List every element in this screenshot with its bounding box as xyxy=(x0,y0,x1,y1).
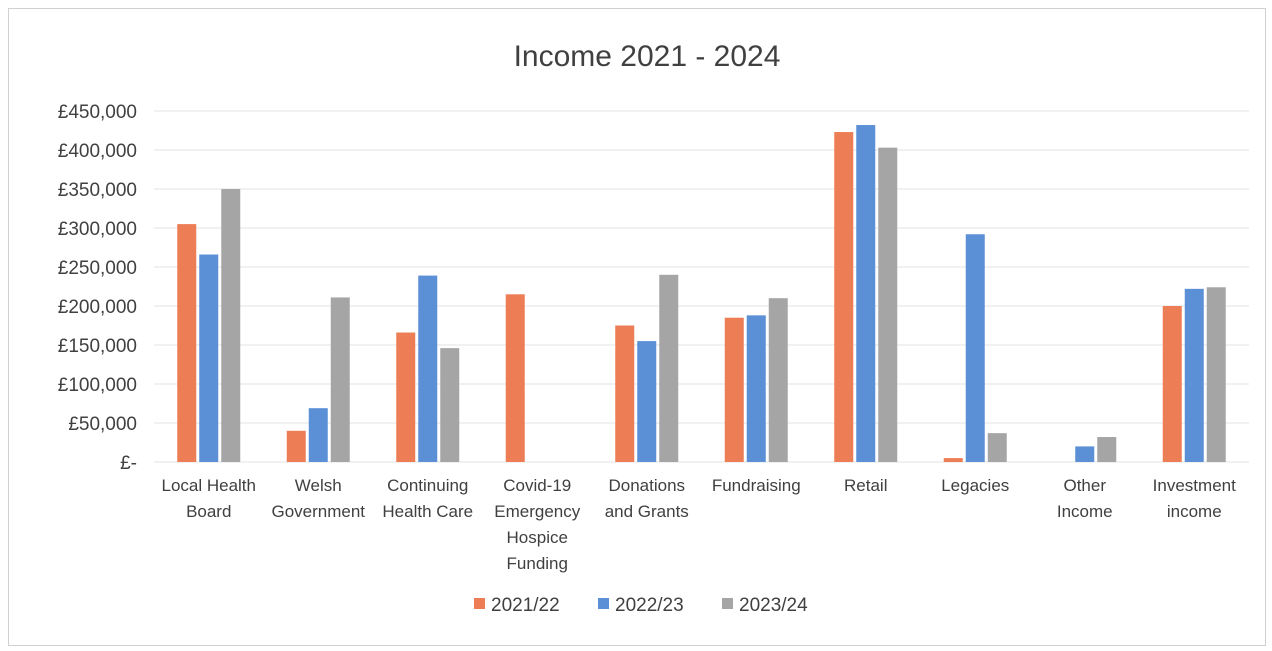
bar xyxy=(615,325,635,462)
bar xyxy=(987,433,1007,462)
y-tick-label: £50,000 xyxy=(68,414,137,435)
legend-label: 2022/23 xyxy=(615,595,684,616)
bars xyxy=(177,125,1226,462)
bar xyxy=(1097,437,1117,462)
x-category-label: Retail xyxy=(844,476,887,495)
bar xyxy=(440,348,460,462)
y-tick-label: £250,000 xyxy=(58,258,137,279)
bar xyxy=(221,189,241,462)
chart-frame: Income 2021 - 2024 £- £50,000 £100,000 £150… xyxy=(8,8,1266,646)
y-tick-label: £200,000 xyxy=(58,297,137,318)
x-category-label: Income xyxy=(1057,502,1113,521)
y-tick-label: £100,000 xyxy=(58,375,137,396)
x-category-label: and Grants xyxy=(605,502,689,521)
bar xyxy=(199,254,219,462)
legend-swatch xyxy=(722,598,733,609)
bar xyxy=(418,275,438,462)
chart-title: Income 2021 - 2024 xyxy=(514,40,781,73)
bar xyxy=(1184,288,1204,462)
bar xyxy=(396,332,416,462)
y-tick-label: £300,000 xyxy=(58,219,137,240)
bar xyxy=(943,458,963,462)
income-bar-chart: Income 2021 - 2024 £- £50,000 £100,000 £150… xyxy=(58,40,1249,616)
bar xyxy=(286,430,306,462)
x-category-label: Continuing xyxy=(387,476,468,495)
bar xyxy=(878,147,898,462)
bar xyxy=(965,234,985,462)
bar xyxy=(308,408,328,462)
x-category-label: Donations xyxy=(608,476,685,495)
legend-swatch xyxy=(474,598,485,609)
x-category-label: Emergency xyxy=(494,502,580,521)
legend-label: 2023/24 xyxy=(739,595,808,616)
bar xyxy=(724,317,744,462)
x-category-label: Welsh xyxy=(295,476,342,495)
legend-label: 2021/22 xyxy=(491,595,560,616)
bar xyxy=(330,297,350,462)
bar xyxy=(1162,306,1182,462)
y-tick-label: £350,000 xyxy=(58,180,137,201)
bar xyxy=(177,224,197,462)
x-category-label: income xyxy=(1167,502,1222,521)
legend-swatch xyxy=(598,598,609,609)
x-category-label: Local Health xyxy=(161,476,256,495)
y-tick-label: £400,000 xyxy=(58,141,137,162)
y-tick-label: £- xyxy=(120,453,137,474)
bar xyxy=(637,341,657,462)
x-axis-labels: Local Health Board Welsh Government Continui… xyxy=(161,476,1236,573)
x-category-label: Hospice xyxy=(507,528,568,547)
bar xyxy=(1206,287,1226,462)
x-category-label: Other xyxy=(1063,476,1106,495)
x-category-label: Board xyxy=(186,502,231,521)
bar xyxy=(746,315,766,462)
bar xyxy=(505,294,525,462)
x-category-label: Fundraising xyxy=(712,476,801,495)
x-category-label: Government xyxy=(271,502,365,521)
x-category-label: Investment xyxy=(1153,476,1236,495)
x-category-label: Health Care xyxy=(382,502,473,521)
bar xyxy=(834,132,854,462)
bar xyxy=(856,125,876,462)
y-tick-label: £450,000 xyxy=(58,102,137,123)
y-axis-ticks: £- £50,000 £100,000 £150,000 £200,000 £250,00… xyxy=(58,102,137,474)
bar xyxy=(659,274,679,462)
bar xyxy=(1075,446,1095,462)
legend: 2021/22 2022/23 2023/24 xyxy=(474,595,808,616)
y-tick-label: £150,000 xyxy=(58,336,137,357)
x-category-label: Legacies xyxy=(941,476,1009,495)
bar xyxy=(768,298,788,462)
x-category-label: Funding xyxy=(507,554,568,573)
x-category-label: Covid-19 xyxy=(503,476,571,495)
